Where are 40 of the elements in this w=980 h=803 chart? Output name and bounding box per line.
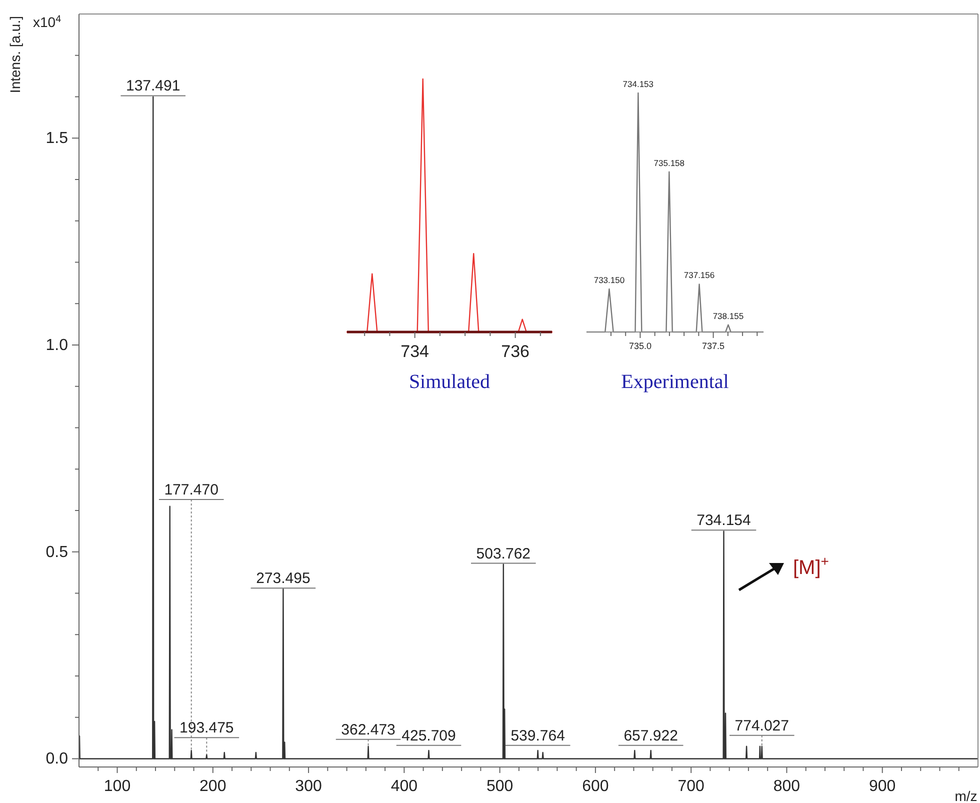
x-tick-label: 735.0 [628, 341, 652, 351]
y-tick-label: 1.5 [46, 130, 68, 148]
x-tick-label: 400 [390, 778, 418, 795]
y-axis-title: Intens. [a.u.] [7, 16, 23, 94]
annotation: 137.491 [126, 78, 180, 95]
text: Experimental [621, 371, 730, 393]
annotation: 193.475 [180, 720, 234, 737]
annotation: 735.158 [654, 158, 685, 168]
annotation: 273.495 [256, 570, 310, 588]
annotation: 425.709 [402, 727, 456, 744]
annotation: 737.156 [684, 270, 715, 280]
y-tick-label: 1.0 [46, 336, 68, 354]
annotation: 774.027 [734, 717, 789, 734]
text: Simulated [408, 371, 490, 393]
x-tick-label: 600 [582, 778, 609, 795]
line-series [78, 96, 978, 760]
annotation: 657.922 [624, 727, 678, 744]
annotation: 362.473 [341, 721, 396, 738]
x-tick-label: 100 [104, 778, 131, 795]
annotation: 733.150 [594, 274, 625, 285]
text: x10$^{4}$ [33, 14, 62, 30]
y-tick-label: 0.0 [46, 750, 68, 768]
x-tick-label: 900 [869, 778, 896, 795]
annotation: 503.762 [476, 545, 531, 562]
x-tick-label: 300 [295, 778, 322, 795]
x-tick-label: 800 [773, 778, 800, 795]
annotation: 738.155 [712, 310, 744, 321]
annotation: 734.153 [622, 79, 654, 89]
annotation: 734.154 [696, 512, 751, 530]
x-tick-label: 737.5 [702, 341, 725, 351]
x-tick-label: 500 [486, 778, 514, 795]
annotation: 539.764 [510, 727, 565, 744]
x-tick-label: 200 [200, 778, 226, 795]
x-tick-label: 700 [678, 778, 705, 795]
annotation: [M]$^{+}$ [793, 553, 829, 579]
x-tick-label: 734 [400, 342, 430, 361]
annotation: 177.470 [164, 481, 218, 498]
x-tick-label: 736 [501, 342, 530, 361]
y-tick-label: 0.5 [46, 544, 68, 561]
x-axis-title: m/z [954, 788, 978, 803]
